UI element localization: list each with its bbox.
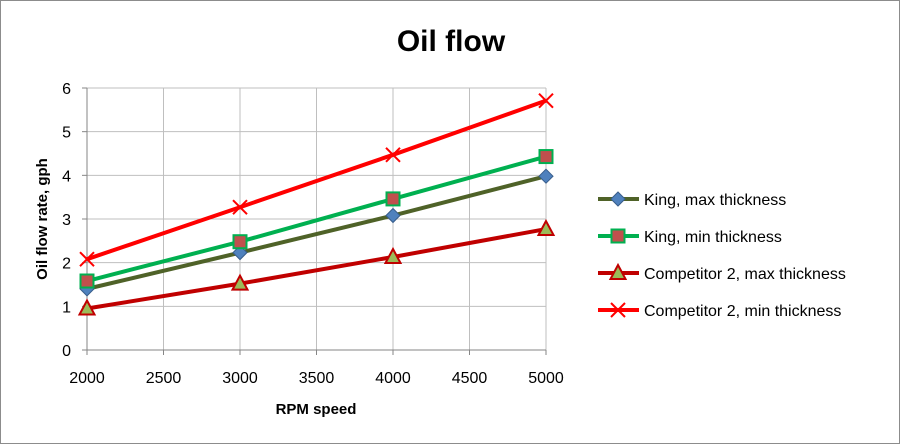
- y-axis-title: Oil flow rate, gph: [34, 158, 51, 280]
- marker-x-stroke: [79, 251, 95, 267]
- legend-label: Competitor 2, min thickness: [644, 303, 841, 320]
- series-3: [77, 218, 556, 316]
- data-point: [536, 218, 556, 237]
- series-layer: [77, 92, 556, 316]
- series-line: [86, 98, 547, 262]
- y-tick-label: 2: [62, 256, 71, 273]
- data-point: [232, 234, 248, 250]
- legend-marker: [610, 191, 626, 207]
- y-tick-label: 0: [62, 343, 71, 360]
- data-point: [385, 147, 401, 163]
- x-tick-label: 3000: [222, 370, 258, 387]
- y-tick-label: 1: [62, 299, 71, 316]
- legend-label: King, max thickness: [644, 192, 786, 209]
- x-tick-label: 2000: [69, 370, 105, 387]
- x-tick-label: 5000: [528, 370, 564, 387]
- legend-item-4: Competitor 2, min thickness: [598, 302, 841, 320]
- x-axis-title: RPM speed: [276, 401, 357, 418]
- data-point: [79, 251, 95, 267]
- data-point: [385, 191, 401, 207]
- marker-x-stroke: [385, 147, 401, 163]
- y-tick-label: 6: [62, 81, 71, 98]
- legend-marker: [610, 228, 626, 244]
- legend-item-2: King, min thickness: [598, 228, 782, 246]
- series-line: [86, 227, 547, 311]
- tick-labels: 2000 2500 3000 3500 4000 4500 5000 0 1 2 3 4 5 6: [62, 81, 564, 387]
- data-point: [385, 207, 401, 224]
- legend: King, max thickness King, min thickness Co…: [598, 191, 846, 320]
- series-4: [79, 92, 554, 267]
- data-point: [230, 273, 250, 291]
- y-tick-label: 4: [62, 168, 71, 185]
- legend-label: King, min thickness: [644, 229, 782, 246]
- chart-title: Oil flow: [397, 25, 506, 58]
- series-line: [86, 154, 547, 283]
- marker-x-stroke: [538, 92, 554, 109]
- data-point: [383, 246, 403, 264]
- series-2: [79, 149, 554, 289]
- y-tick-label: 3: [62, 212, 71, 229]
- data-point: [538, 149, 554, 165]
- y-tick-label: 5: [62, 125, 71, 142]
- data-point: [79, 273, 95, 289]
- data-point: [538, 92, 554, 109]
- legend-item-1: King, max thickness: [598, 191, 786, 209]
- x-tick-label: 4500: [452, 370, 488, 387]
- legend-marker: [608, 262, 628, 280]
- legend-item-3: Competitor 2, max thickness: [598, 262, 846, 283]
- marker-x-stroke: [610, 302, 626, 318]
- x-tick-label: 4000: [375, 370, 411, 387]
- x-tick-label: 2500: [146, 370, 182, 387]
- data-point: [538, 168, 554, 184]
- legend-label: Competitor 2, max thickness: [644, 266, 846, 283]
- legend-marker: [610, 302, 626, 318]
- series-line: [86, 174, 547, 291]
- x-tick-label: 3500: [299, 370, 335, 387]
- data-point: [77, 298, 97, 316]
- data-point: [232, 199, 248, 215]
- marker-x-stroke: [232, 199, 248, 215]
